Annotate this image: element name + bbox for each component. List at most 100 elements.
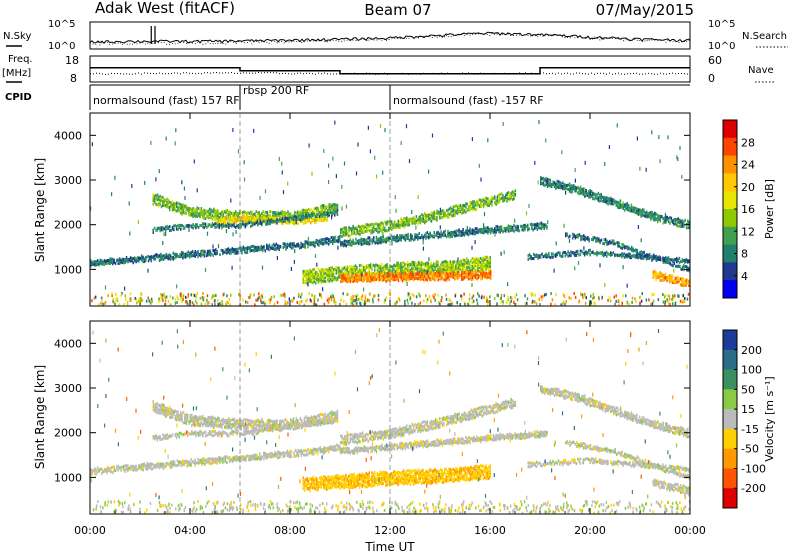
scatter-cell-f0	[235, 251, 238, 255]
scatter-cell-f0	[242, 245, 245, 249]
nave-point	[477, 73, 478, 75]
scatter-cell-f7	[470, 275, 473, 279]
scatter-cell-f2	[234, 219, 236, 223]
ground-scatter-cell	[134, 297, 137, 300]
scatter-cell-f11	[660, 279, 663, 282]
scatter-cell-f0	[297, 242, 300, 246]
scatter-cell-f11	[671, 278, 674, 282]
nave-point	[222, 72, 223, 74]
scatter-cell-f1	[203, 212, 205, 216]
scatter-cell-f6	[478, 260, 480, 264]
ground-scatter-cell	[352, 303, 355, 306]
ground-scatter-cell	[668, 294, 671, 298]
scatter-cell-f0	[96, 259, 99, 263]
scatter-cell-f3	[173, 228, 175, 232]
scatter-cell-f10	[670, 263, 673, 267]
scatter-cell-f3	[294, 218, 296, 222]
scatter-cell-f0	[125, 258, 128, 262]
scatter-cell-f6	[309, 271, 311, 275]
scatter-cell-f6	[346, 265, 348, 269]
scatter-cell-f5	[379, 241, 382, 245]
scatter-cell-f3	[314, 215, 317, 219]
ground-scatter-cell	[220, 303, 222, 306]
scatter-cell-f7	[434, 276, 437, 280]
scatter-cell-f6	[460, 269, 463, 273]
scatter-cell-f2	[235, 216, 238, 220]
scatter-cell-f3	[155, 228, 157, 232]
scatter-cell-f8	[648, 211, 651, 215]
scatter-cell-f3	[327, 212, 329, 216]
scatter-cell-f0	[255, 245, 257, 249]
scatter-cell-f5	[511, 225, 514, 229]
scatter-cell-f2	[242, 217, 244, 221]
scatter-cell-f4	[425, 219, 427, 223]
scatter-cell-f6	[397, 266, 399, 269]
scatter-cell-f9	[604, 251, 606, 255]
scatter-cell-f0	[187, 254, 190, 258]
scatter-cell-f5	[522, 226, 525, 230]
scatter-cell-f8	[608, 197, 611, 201]
nave-point	[513, 72, 514, 74]
scatter-cell-f7	[445, 274, 448, 278]
scatter-cell-f4	[485, 202, 488, 206]
scatter-cell-f0	[303, 245, 305, 249]
scatter-cell-f4	[509, 192, 511, 196]
scatter-cell-f6	[452, 267, 454, 271]
scatter-cell-f10	[588, 239, 590, 243]
scatter-cell-f6	[462, 265, 464, 269]
scatter-cell-f7	[386, 275, 389, 278]
scatter-cell-f5	[472, 231, 474, 235]
scatter-cell-f7	[382, 278, 385, 282]
scatter-cell-f0	[286, 245, 289, 249]
scatter-cell-f9	[535, 255, 538, 258]
scatter-cell-f3	[226, 224, 229, 228]
scatter-cell-f6	[412, 260, 414, 264]
scatter-cell-f6	[463, 269, 465, 273]
scatter-cell-f0	[314, 241, 316, 245]
scatter-cell-f7	[384, 277, 386, 281]
scatter-cell-f8	[560, 184, 563, 188]
scatter-cell-f4	[500, 196, 503, 200]
scatter-cell-f8	[540, 175, 542, 179]
scatter-cell-f5	[532, 223, 534, 227]
scatter-cell-f10	[593, 236, 596, 240]
scatter-cell-f8	[592, 191, 594, 195]
scatter-cell-f4	[429, 213, 431, 217]
scatter-cell-f8	[586, 193, 589, 197]
nave-point	[135, 73, 136, 75]
scatter-cell-f7	[368, 277, 371, 281]
scatter-cell-f3	[325, 212, 328, 216]
scatter-cell-f8	[597, 198, 600, 202]
scatter-cell-f5	[522, 228, 525, 232]
scatter-cell-f4	[465, 202, 467, 206]
scatter-cell-f4	[395, 225, 397, 229]
scatter-cell-f11	[670, 279, 672, 283]
scatter-cell-f8	[540, 181, 542, 185]
scatter-cell-f10	[603, 238, 605, 242]
scatter-cell-f11	[680, 283, 682, 287]
scatter-cell-f1	[303, 209, 306, 212]
nave-point	[174, 72, 175, 74]
scatter-cell-f3	[162, 226, 164, 230]
scatter-cell-f1	[155, 196, 157, 200]
scatter-cell-f5	[417, 236, 419, 240]
scatter-cell-f7	[411, 277, 413, 281]
scatter-cell-f4	[484, 202, 486, 205]
scatter-cell-f6	[452, 265, 454, 269]
scatter-cell-f3	[185, 224, 187, 228]
scatter-cell-f1	[332, 205, 335, 209]
scatter-cell-f0	[182, 254, 184, 258]
scatter-cell-f6	[404, 267, 406, 271]
ground-scatter-cell	[141, 298, 143, 302]
scatter-cell-f0	[99, 258, 102, 262]
scatter-cell-f6	[420, 266, 423, 270]
freq-panel-frame	[89, 55, 691, 83]
scatter-cell-f5	[447, 233, 449, 237]
scatter-cell-f8	[618, 201, 620, 205]
scatter-cell-f0	[200, 254, 202, 258]
ground-scatter-cell	[114, 301, 116, 304]
ground-scatter-cell	[328, 297, 331, 301]
scatter-cell-f3	[313, 212, 315, 216]
scatter-cell-f0	[124, 258, 126, 262]
scatter-cell-f6	[376, 264, 379, 268]
